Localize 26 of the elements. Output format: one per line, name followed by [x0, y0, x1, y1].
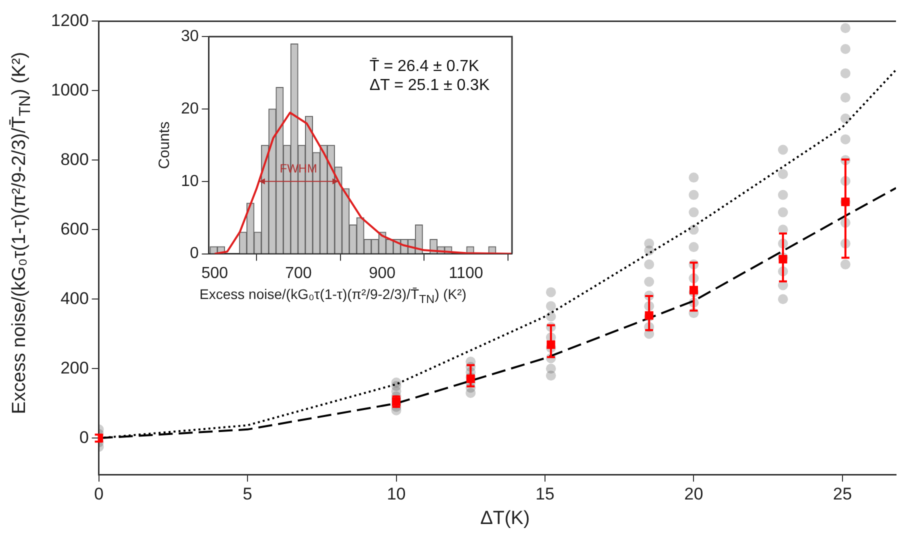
- x-tick-label: 15: [536, 484, 554, 504]
- y-tick-label: 30: [181, 28, 199, 46]
- x-tick-label: 500: [201, 264, 228, 282]
- x-axis-title: Excess noise/(kG₀τ(1-τ)(π²/9-2/3)/T̄$_{TN}$) (K²): [198, 286, 468, 306]
- annotation: ΔT = 25.1 ± 0.3K: [369, 77, 490, 94]
- y-tick-label: 800: [60, 150, 89, 169]
- y-tick-label: 1200: [50, 10, 89, 30]
- x-tick-label: 20: [684, 484, 704, 504]
- y-tick-label: 20: [181, 100, 199, 118]
- x-tick-label: 900: [368, 264, 396, 282]
- y-tick-label: 600: [60, 219, 89, 238]
- x-tick-label: 1100: [448, 264, 484, 282]
- y-tick-label: 0: [190, 245, 199, 262]
- x-tick-label: 700: [285, 264, 312, 282]
- y-axis-title: Counts: [156, 121, 174, 169]
- y-tick-label: 400: [60, 288, 89, 308]
- x-tick-label: 5: [242, 484, 252, 504]
- annotation: T̄ = 26.4 ± 0.7K: [369, 58, 480, 76]
- x-tick-label: 10: [386, 484, 406, 504]
- x-tick-label: 25: [832, 484, 852, 504]
- y-tick-label: 0: [79, 428, 89, 447]
- x-tick-label: 0: [94, 484, 104, 504]
- y-tick-label: 200: [60, 358, 89, 378]
- y-tick-label: 1000: [50, 80, 89, 100]
- x-axis-title: ΔT(K): [479, 508, 531, 530]
- y-tick-label: 10: [181, 172, 199, 190]
